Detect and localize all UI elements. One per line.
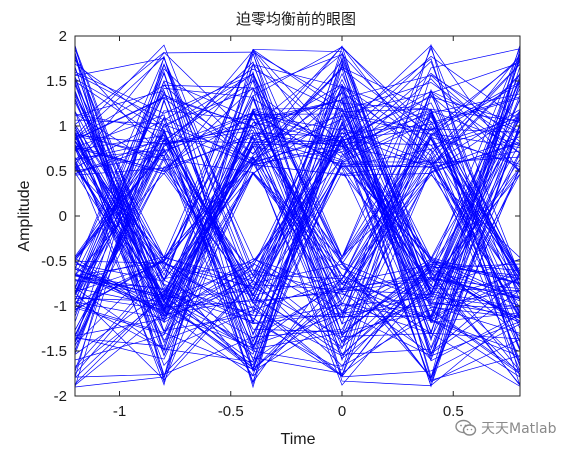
eye-trace <box>75 83 520 323</box>
eye-trace <box>75 81 520 369</box>
y-axis-ticks: -2 -1.5 -1 -0.5 0 0.5 1 1.5 2 <box>41 28 520 405</box>
eye-trace <box>75 116 520 366</box>
eye-trace <box>75 49 520 281</box>
eye-trace <box>75 91 520 331</box>
x-axis-label: Time <box>281 431 316 448</box>
eye-trace <box>75 112 520 333</box>
eye-trace <box>75 59 520 304</box>
eye-trace <box>75 49 520 379</box>
y-axis-label: Amplitude <box>16 180 33 251</box>
y-tick-label: -1.5 <box>41 343 67 360</box>
eye-trace <box>75 92 520 354</box>
y-tick-label: 2 <box>59 28 67 45</box>
chart-title: 迫零均衡前的眼图 <box>236 10 356 28</box>
wechat-icon <box>455 419 477 436</box>
eye-trace <box>75 84 520 296</box>
eye-trace <box>75 109 520 386</box>
eye-trace <box>75 71 520 361</box>
eye-trace <box>75 89 520 372</box>
eye-traces <box>75 43 520 389</box>
eye-trace <box>75 96 520 315</box>
eye-trace <box>75 57 520 342</box>
eye-trace <box>75 125 520 349</box>
eye-trace <box>75 92 520 319</box>
eye-trace <box>75 108 520 323</box>
eye-trace <box>75 126 520 283</box>
y-tick-label: 0.5 <box>46 163 67 180</box>
eye-trace <box>75 98 520 378</box>
eye-trace <box>75 48 520 294</box>
eye-trace <box>75 107 520 352</box>
eye-trace <box>75 78 520 379</box>
eye-trace <box>75 48 520 259</box>
eye-trace <box>75 155 520 333</box>
eye-trace <box>75 51 520 387</box>
x-tick-label: 0 <box>338 403 346 420</box>
eye-trace <box>75 137 520 368</box>
eye-trace <box>75 53 520 388</box>
eye-trace <box>75 99 520 360</box>
eye-trace <box>75 112 520 333</box>
eye-trace <box>75 261 520 374</box>
eye-trace <box>75 129 520 325</box>
eye-trace <box>75 84 520 383</box>
watermark-text: 天天Matlab <box>481 421 557 437</box>
watermark: 天天Matlab <box>455 418 557 438</box>
eye-trace <box>75 93 520 377</box>
eye-trace <box>75 118 520 301</box>
y-tick-label: 0 <box>59 208 67 225</box>
eye-trace <box>75 90 520 325</box>
eye-trace <box>75 46 520 317</box>
eye-trace <box>75 93 520 377</box>
eye-trace <box>75 63 520 310</box>
x-axis-ticks: -1 -0.5 0 0.5 <box>113 36 464 420</box>
eye-trace <box>75 47 520 383</box>
eye-trace <box>75 44 520 350</box>
eye-trace <box>75 107 520 380</box>
eye-trace <box>75 72 520 352</box>
y-tick-label: 1 <box>59 118 67 135</box>
eye-trace <box>75 133 520 361</box>
eye-trace <box>75 135 520 298</box>
eye-trace <box>75 59 520 350</box>
eye-trace <box>75 51 520 165</box>
eye-trace <box>75 119 520 375</box>
x-tick-label: -1 <box>113 403 126 420</box>
eye-trace <box>75 136 520 355</box>
eye-trace <box>75 136 520 362</box>
y-tick-label: -1 <box>54 298 67 315</box>
eye-trace <box>75 132 520 367</box>
y-tick-label: 1.5 <box>46 73 67 90</box>
eye-trace <box>75 67 520 378</box>
x-tick-label: -0.5 <box>218 403 244 420</box>
eye-trace <box>75 79 520 319</box>
y-tick-label: -0.5 <box>41 253 67 270</box>
eye-trace <box>75 60 520 381</box>
eye-trace <box>75 67 520 322</box>
y-tick-label: -2 <box>54 388 67 405</box>
eye-trace <box>75 64 520 337</box>
eye-trace <box>75 98 520 377</box>
x-tick-label: 0.5 <box>443 403 464 420</box>
eye-trace <box>75 78 520 302</box>
eye-trace <box>75 63 520 380</box>
eye-trace <box>75 80 520 323</box>
eye-trace <box>75 118 520 282</box>
eye-trace <box>75 164 520 378</box>
